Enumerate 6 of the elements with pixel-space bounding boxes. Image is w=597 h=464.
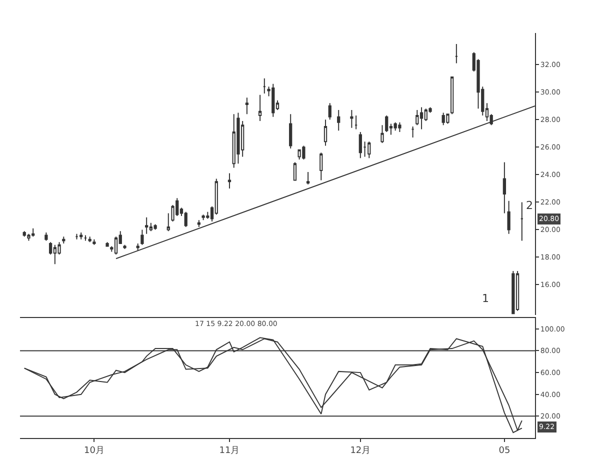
annotation: 2 — [526, 199, 533, 212]
annotation: 1 — [482, 292, 489, 305]
x-tick-label: 05 — [498, 446, 510, 456]
x-tick-label: 12月 — [350, 446, 371, 456]
x-tick-label: 11月 — [219, 446, 240, 456]
x-tick-label: 10月 — [84, 446, 104, 456]
